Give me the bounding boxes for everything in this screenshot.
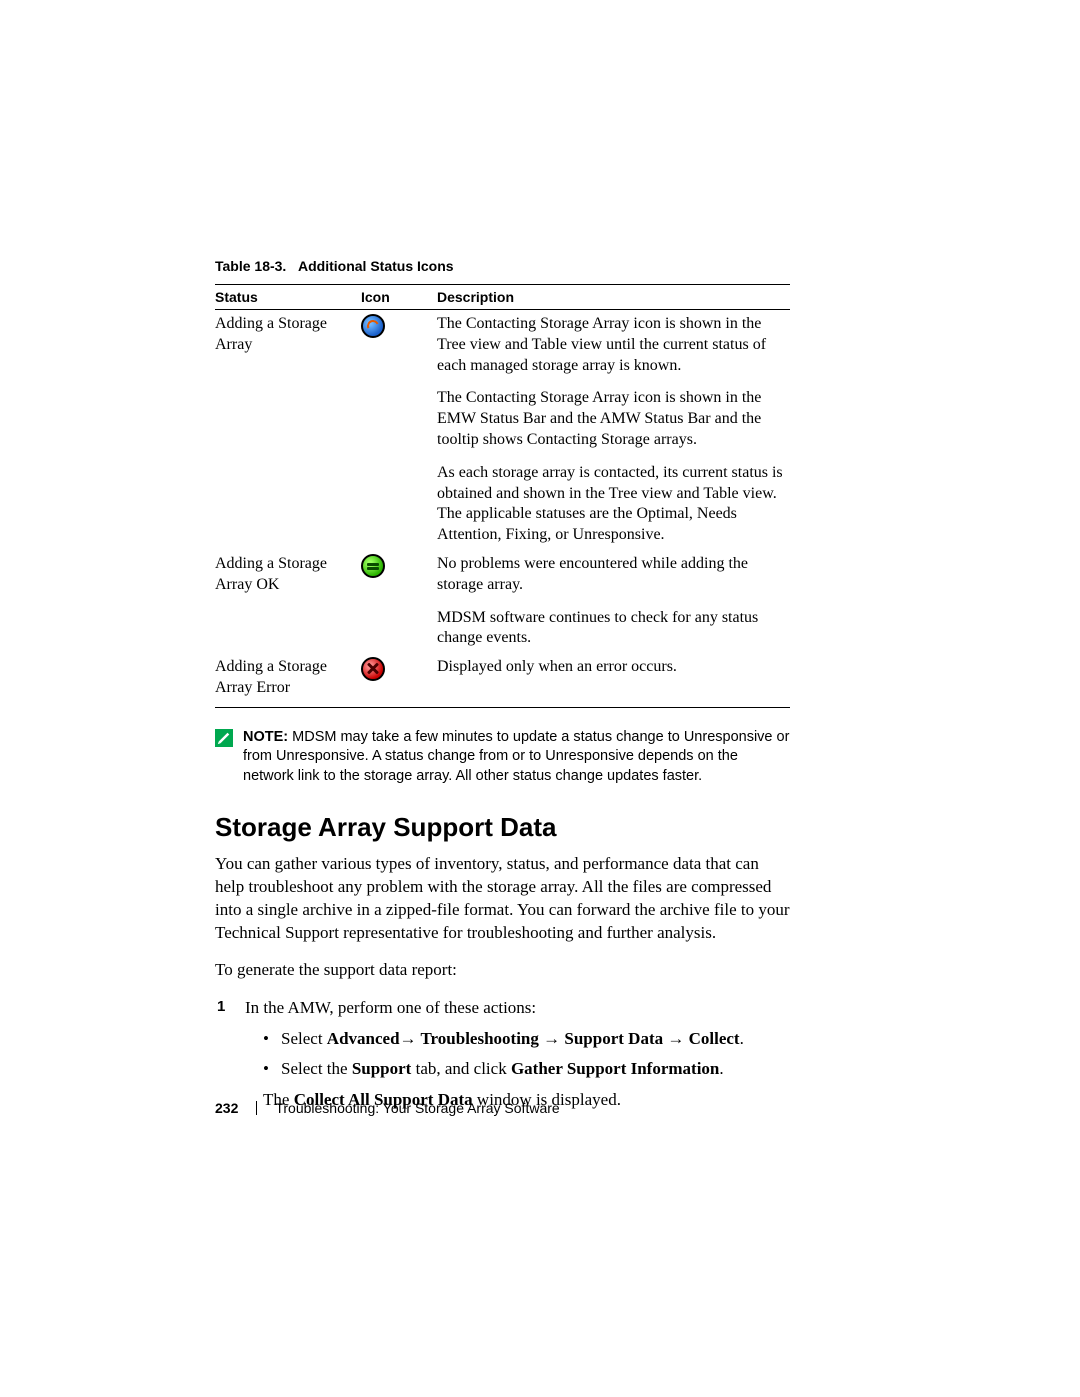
desc-cell: Displayed only when an error occurs. — [437, 653, 790, 707]
steps-list: 1 In the AMW, perform one of these actio… — [215, 996, 790, 1113]
bullet-item: Select the Support tab, and click Gather… — [263, 1057, 790, 1082]
note-block: NOTE: MDSM may take a few minutes to upd… — [215, 728, 790, 787]
bullet-list: Select Advanced→ Troubleshooting → Suppo… — [263, 1027, 790, 1082]
section-heading: Storage Array Support Data — [215, 812, 790, 843]
body-paragraph: To generate the support data report: — [215, 959, 790, 982]
contacting-icon — [361, 314, 385, 338]
bullet-mid: tab, and click — [411, 1059, 511, 1078]
table-row: Adding a Storage Array OK No problems we… — [215, 550, 790, 653]
bold-text: Support Data — [560, 1029, 667, 1048]
desc-cell: The Contacting Storage Array icon is sho… — [437, 310, 790, 550]
desc-text: The Contacting Storage Array icon is sho… — [437, 314, 784, 376]
step-item: 1 In the AMW, perform one of these actio… — [215, 996, 790, 1113]
page-number: 232 — [215, 1100, 238, 1116]
status-cell: Adding a Storage Array OK — [215, 550, 361, 653]
note-text: NOTE: MDSM may take a few minutes to upd… — [243, 728, 790, 787]
page-footer: 232 Troubleshooting: Your Storage Array … — [215, 1100, 560, 1116]
desc-text: As each storage array is contacted, its … — [437, 463, 784, 546]
col-header-status: Status — [215, 285, 361, 310]
bold-text: Collect — [684, 1029, 739, 1048]
desc-text: Displayed only when an error occurs. — [437, 657, 784, 678]
arrow-icon: → — [667, 1029, 684, 1048]
bold-text: Support — [352, 1059, 412, 1078]
bullet-suffix: . — [719, 1059, 723, 1078]
error-icon — [361, 657, 385, 681]
bold-text: Troubleshooting — [417, 1029, 544, 1048]
page-content: Table 18-3. Additional Status Icons Stat… — [215, 258, 790, 1119]
caption-prefix: Table 18-3. — [215, 258, 286, 274]
footer-separator — [256, 1101, 257, 1115]
caption-title: Additional Status Icons — [298, 258, 454, 274]
desc-cell: No problems were encountered while addin… — [437, 550, 790, 653]
status-table: Status Icon Description Adding a Storage… — [215, 284, 790, 708]
table-row: Adding a Storage Array The Contacting St… — [215, 310, 790, 550]
arrow-icon: → — [400, 1029, 417, 1048]
table-caption: Table 18-3. Additional Status Icons — [215, 258, 790, 274]
bullet-suffix: . — [740, 1029, 744, 1048]
status-cell: Adding a Storage Array — [215, 310, 361, 550]
desc-text: MDSM software continues to check for any… — [437, 608, 784, 650]
desc-text: No problems were encountered while addin… — [437, 554, 784, 596]
note-body: MDSM may take a few minutes to update a … — [243, 729, 789, 784]
bullet-item: Select Advanced→ Troubleshooting → Suppo… — [263, 1027, 790, 1052]
bullet-prefix: Select — [281, 1029, 327, 1048]
status-cell: Adding a Storage Array Error — [215, 653, 361, 707]
body-paragraph: You can gather various types of inventor… — [215, 853, 790, 945]
icon-cell — [361, 550, 437, 653]
ok-icon — [361, 554, 385, 578]
step-number: 1 — [217, 996, 225, 1018]
note-icon — [215, 729, 233, 747]
desc-text: The Contacting Storage Array icon is sho… — [437, 388, 784, 450]
note-label: NOTE: — [243, 729, 288, 745]
table-row: Adding a Storage Array Error Displayed o… — [215, 653, 790, 707]
arrow-icon: → — [543, 1029, 560, 1048]
chapter-title: Troubleshooting: Your Storage Array Soft… — [275, 1100, 559, 1116]
bold-text: Advanced — [327, 1029, 400, 1048]
col-header-desc: Description — [437, 285, 790, 310]
step-text: In the AMW, perform one of these actions… — [245, 998, 536, 1017]
col-header-icon: Icon — [361, 285, 437, 310]
bold-text: Gather Support Information — [511, 1059, 719, 1078]
icon-cell — [361, 310, 437, 550]
bullet-prefix: Select the — [281, 1059, 352, 1078]
icon-cell — [361, 653, 437, 707]
